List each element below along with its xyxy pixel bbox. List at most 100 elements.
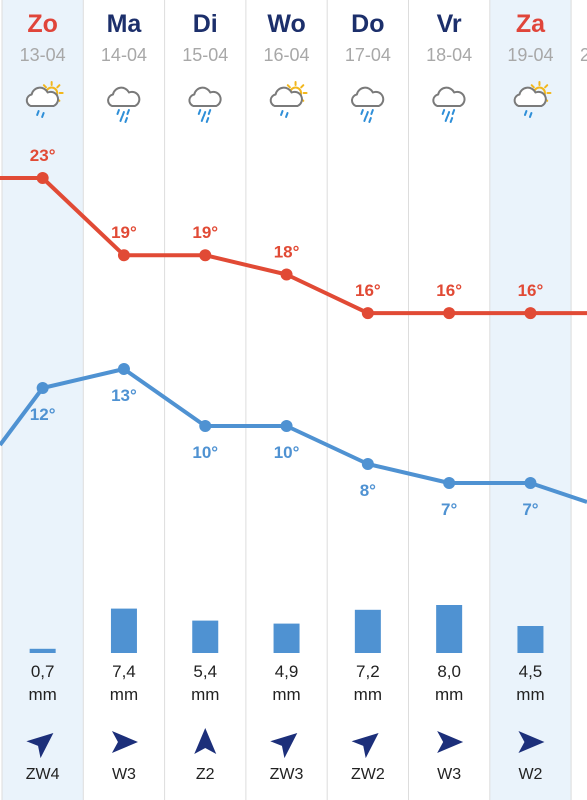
rain-amount-label: 7,2 xyxy=(356,662,380,681)
rain-drop xyxy=(41,112,45,118)
wind-label: W3 xyxy=(112,766,136,783)
day-name-label: Vr xyxy=(437,10,462,38)
rain-amount-label: 8,0 xyxy=(437,662,461,681)
day-headers: Zo 13-04 Ma 14-04 Di 15-04 Wo 16-04 Do 17-04 Vr 18-… xyxy=(20,10,587,123)
wind-arrow-icon xyxy=(26,733,54,759)
wind-label: W3 xyxy=(437,766,461,783)
rain-section: 0,7 mm 7,4 mm 5,4 mm 4,9 mm 7,2 mm 8,0 mm 4,5 mm xyxy=(28,605,545,704)
high-temp-label: 19° xyxy=(111,223,137,242)
high-temp-label: 16° xyxy=(436,281,462,300)
wind-label: Z2 xyxy=(196,766,215,783)
day-date-label: 18-04 xyxy=(426,45,472,65)
low-temp-label: 10° xyxy=(274,443,300,462)
weekend-column-bg xyxy=(489,0,572,800)
sun-ray xyxy=(530,84,535,89)
rain-amount-label: 4,5 xyxy=(519,662,543,681)
wind-arrow-icon xyxy=(194,728,217,754)
rain-bar xyxy=(436,605,463,653)
rain-bar xyxy=(273,623,300,653)
rain-drop xyxy=(449,117,454,123)
sun-cloud-rain-icon xyxy=(25,81,64,118)
day-name-label: Zo xyxy=(27,10,58,38)
wind-arrow-shape xyxy=(26,733,54,759)
next-column-bg xyxy=(571,0,587,800)
day-name-label: Wo xyxy=(267,10,305,38)
day-name-label: Ma xyxy=(107,10,143,38)
cloud-shape xyxy=(188,86,222,107)
weekend-column-bg xyxy=(2,0,84,800)
low-temp-point xyxy=(280,420,293,432)
day-name-label: Do xyxy=(351,10,384,38)
wind-arrow-icon xyxy=(437,731,464,753)
wind-label: ZW2 xyxy=(351,766,385,783)
rain-drop xyxy=(441,109,446,115)
rain-drop xyxy=(205,117,210,123)
temperature-lines xyxy=(0,172,587,504)
day-date-label: 19-04 xyxy=(507,45,553,65)
rain-drop xyxy=(126,109,130,115)
rain-unit-label: mm xyxy=(516,685,544,704)
wind-arrow-shape xyxy=(194,728,217,754)
rain-drop xyxy=(523,110,528,116)
cloud-shape xyxy=(25,86,60,107)
rain-bar xyxy=(192,620,219,653)
sun-ray xyxy=(544,84,549,89)
wind-label: ZW3 xyxy=(270,766,304,783)
rain-drop xyxy=(370,109,374,115)
day-name-label: Di xyxy=(193,10,218,38)
cloud-shape xyxy=(513,86,547,107)
rain-unit-label: mm xyxy=(28,685,56,704)
high-temp-point xyxy=(36,172,49,184)
low-temp-point xyxy=(361,458,374,470)
cloud-shape xyxy=(351,86,385,107)
sun-ray xyxy=(286,84,291,89)
low-temp-label: 7° xyxy=(441,500,457,519)
day-date-label: 14-04 xyxy=(101,45,147,65)
wind-arrow-shape xyxy=(111,731,138,753)
rain-drop xyxy=(121,111,125,117)
day-date-label: 16-04 xyxy=(264,45,310,65)
rain-amount-label: 5,4 xyxy=(193,662,217,681)
rain-unit-label: mm xyxy=(435,685,463,704)
low-temp-label: 8° xyxy=(360,481,376,500)
low-temp-label: 7° xyxy=(522,500,538,519)
rain-drop xyxy=(280,110,284,116)
wind-arrow-shape xyxy=(351,733,379,759)
high-temp-label: 19° xyxy=(192,223,218,242)
rain-drop xyxy=(202,111,207,117)
sun-ray xyxy=(300,84,305,89)
high-temp-point xyxy=(117,249,130,262)
wind-arrow-icon xyxy=(270,733,298,759)
high-temp-label: 23° xyxy=(30,146,56,165)
cloud-shape xyxy=(432,86,466,107)
sun-cloud-rain-icon xyxy=(269,81,308,118)
rain-drop xyxy=(446,111,451,117)
low-temp-point xyxy=(443,477,456,489)
rain-drop xyxy=(200,116,205,122)
day-name-label: Za xyxy=(516,10,546,38)
wind-arrow-shape xyxy=(518,731,545,753)
rain-drop xyxy=(36,110,40,116)
rain-amount-label: 0,7 xyxy=(31,662,55,681)
cloud-shape xyxy=(269,86,303,107)
cloud-rain-icon xyxy=(107,86,141,123)
cloud-shape xyxy=(107,86,141,107)
high-temp-point xyxy=(443,307,456,320)
rain-amount-label: 7,4 xyxy=(112,662,136,681)
sun-ray xyxy=(56,84,61,89)
low-temp-label: 10° xyxy=(192,443,218,462)
rain-drop xyxy=(116,109,120,115)
temperature-labels: 23° 12° 19° 13° 19° 10° 18° 10° 16° 8° 16° 7° 16° 7° xyxy=(30,146,544,519)
low-temp-point xyxy=(199,420,212,432)
rain-unit-label: mm xyxy=(191,685,219,704)
wind-arrow-icon xyxy=(111,731,138,753)
low-temp-point xyxy=(36,382,49,394)
high-temp-point xyxy=(280,268,293,281)
cloud-rain-icon xyxy=(188,86,222,123)
rain-unit-label: mm xyxy=(110,685,138,704)
next-day-date-partial: 2 xyxy=(580,45,587,65)
rain-unit-label: mm xyxy=(272,685,300,704)
high-temp-point xyxy=(361,307,374,320)
